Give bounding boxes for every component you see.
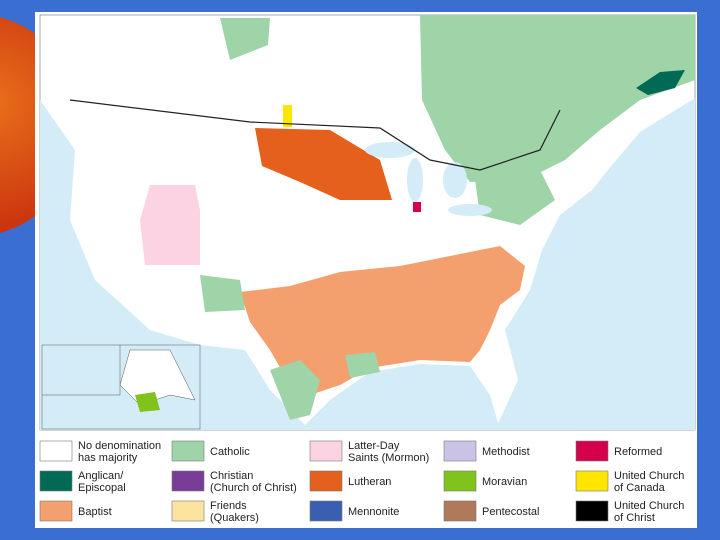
legend-label: has majority: [78, 452, 138, 464]
patch: [220, 18, 270, 60]
baptist-region: [240, 246, 525, 395]
legend-label: Lutheran: [348, 476, 391, 488]
legend-label: (Quakers): [210, 512, 259, 524]
patch: [270, 360, 320, 420]
legend-swatch: [171, 500, 205, 522]
legend-swatch: [443, 500, 477, 522]
legend-swatch: [575, 470, 609, 492]
legend-label: Latter-Day: [348, 440, 400, 452]
lake: [407, 158, 423, 202]
patch: [345, 352, 380, 378]
border: [69, 99, 561, 171]
legend-label: Saints (Mormon): [348, 452, 429, 464]
patch: [200, 275, 245, 312]
legend-label: (Church of Christ): [210, 482, 297, 494]
canada-region: [420, 15, 695, 182]
legend-label: Pentecostal: [482, 506, 539, 518]
map: [39, 14, 696, 431]
legend-label: Friends: [210, 500, 247, 512]
legend-swatch: [171, 470, 205, 492]
legend-swatch: [309, 470, 343, 492]
patch: [135, 392, 160, 412]
legend-label: Moravian: [482, 476, 527, 488]
legend-label: United Church: [614, 500, 684, 512]
lutheran-region: [255, 128, 392, 200]
legend-swatch: [575, 500, 609, 522]
legend-swatch: [309, 500, 343, 522]
legend-label: Christian: [210, 470, 253, 482]
legend-swatch: [443, 440, 477, 462]
legend-label: Catholic: [210, 446, 250, 458]
legend-label: Methodist: [482, 446, 530, 458]
atlantic: [495, 98, 695, 430]
patch: [283, 105, 292, 127]
gulf: [300, 364, 500, 430]
utah-region: [140, 185, 200, 265]
legend-label: Mennonite: [348, 506, 399, 518]
legend-label: No denomination: [78, 440, 161, 452]
legend-label: Baptist: [78, 506, 112, 518]
legend-swatch: [575, 440, 609, 462]
newfoundland: [636, 70, 685, 95]
legend-label: Anglican/: [78, 470, 124, 482]
legend-swatch: [39, 500, 73, 522]
legend-label: of Christ: [614, 512, 655, 524]
legend-label: of Canada: [614, 482, 666, 494]
patch: [413, 202, 421, 212]
legend-label: Episcopal: [78, 482, 126, 494]
lake: [443, 162, 467, 198]
legend-swatch: [171, 440, 205, 462]
legend-label: Reformed: [614, 446, 662, 458]
lake: [365, 142, 415, 158]
lake: [448, 204, 492, 216]
legend-swatch: [39, 440, 73, 462]
legend-label: United Church: [614, 470, 684, 482]
patch: [475, 170, 555, 225]
legend-swatch: [443, 470, 477, 492]
legend-swatch: [309, 440, 343, 462]
legend-swatch: [39, 470, 73, 492]
